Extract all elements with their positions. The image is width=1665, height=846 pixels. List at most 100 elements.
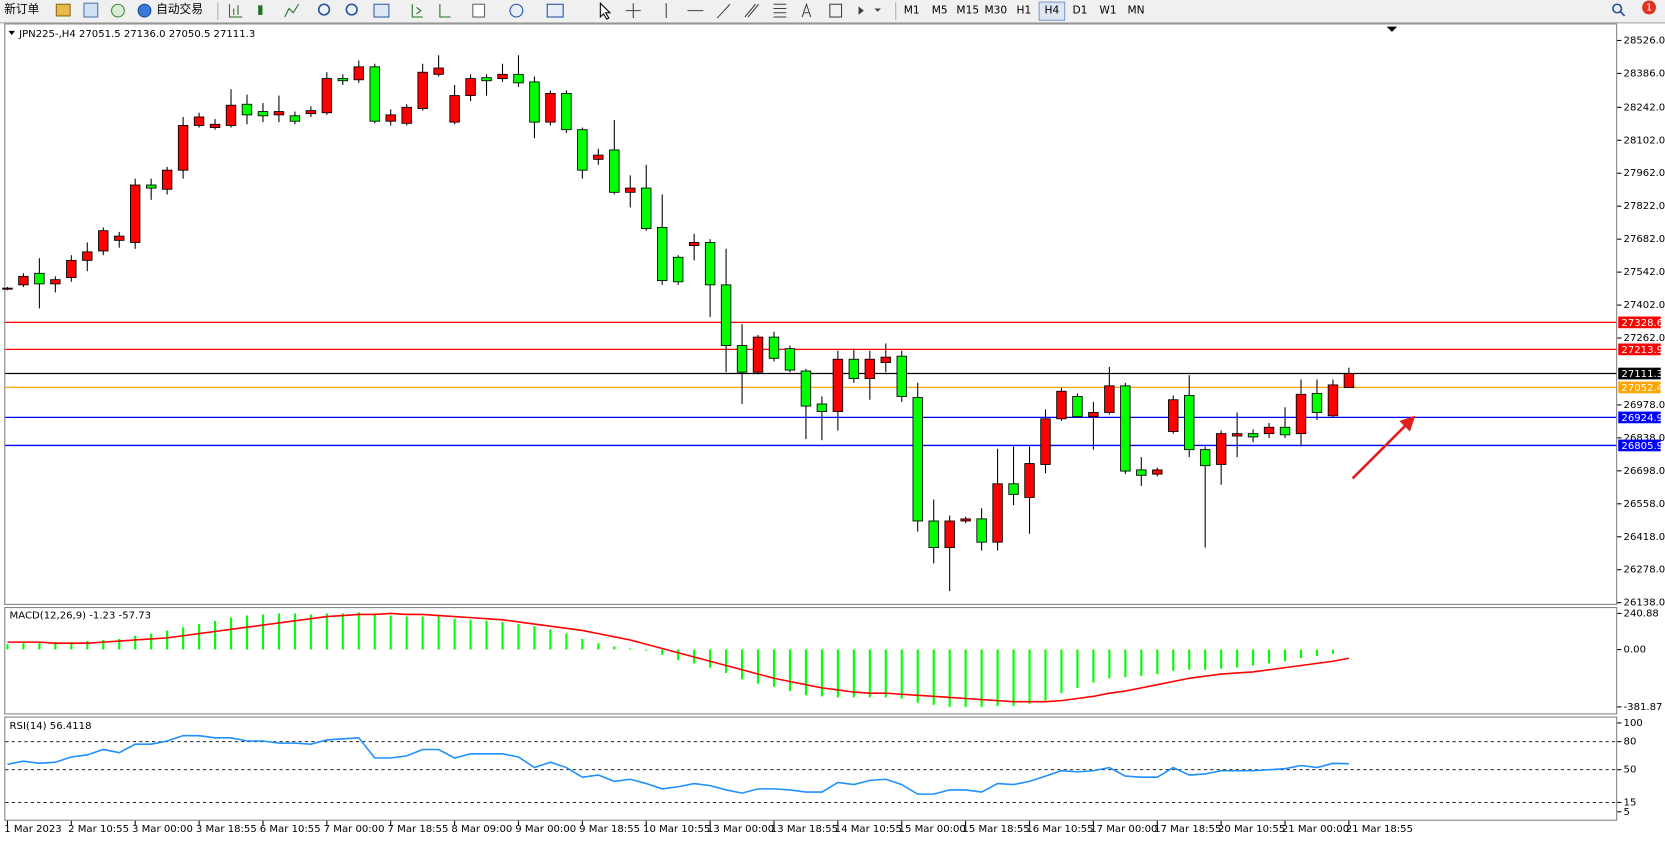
price-level-label: 27213.9 [1621, 345, 1663, 356]
candle-body [912, 397, 923, 522]
zoom-out-button[interactable] [345, 3, 358, 16]
icon-button[interactable] [111, 3, 125, 18]
annotation-arrow [1351, 422, 1409, 480]
y-tick-label: 27822.0 [1624, 201, 1665, 212]
candle-body [976, 518, 987, 543]
x-tick-label: 10 Mar 10:55 [643, 824, 710, 835]
candle-body [641, 187, 652, 229]
x-tick-label: 3 Mar 00:00 [132, 824, 193, 835]
candle-body [497, 73, 508, 80]
candle-body [209, 123, 221, 128]
indicators-button[interactable] [472, 3, 486, 18]
shift-button[interactable] [439, 4, 451, 18]
candle-chart-button[interactable] [258, 5, 263, 15]
y-tick-label: 26138.0 [1624, 598, 1665, 609]
candle-body [688, 242, 700, 246]
timeframe-button[interactable]: H4 [1045, 4, 1060, 17]
price-level-label-bg [1618, 439, 1661, 452]
macd-title: MACD(12,26,9) -1.23 -57.73 [10, 611, 151, 622]
price-level-label-bg [1618, 367, 1661, 380]
candle-body [50, 279, 61, 285]
price-level-label: 27052.4 [1621, 383, 1663, 394]
candle-body [98, 230, 109, 252]
rsi-line [7, 734, 1349, 795]
y-tick-label: -381.87 [1624, 702, 1663, 713]
candle-body [1263, 426, 1275, 435]
price-level-label-bg [1618, 411, 1661, 424]
candle-body [848, 358, 860, 379]
candle-body [992, 483, 1003, 543]
x-tick-label: 15 Mar 00:00 [899, 824, 966, 835]
x-tick-label: 2 Mar 10:55 [68, 824, 129, 835]
x-tick-label: 14 Mar 10:55 [835, 824, 902, 835]
timeframe-button[interactable]: M30 [984, 4, 1007, 17]
y-tick-label: 100 [1624, 718, 1643, 729]
templates-button[interactable] [546, 3, 564, 18]
zoom-in-button[interactable] [317, 3, 331, 16]
candle-body [672, 256, 684, 283]
scroll-button[interactable] [411, 4, 423, 18]
x-tick-label: 7 Mar 00:00 [324, 824, 385, 835]
y-tick-label: 26838.0 [1624, 433, 1665, 444]
candle-body [1168, 399, 1179, 432]
candle-body [545, 93, 556, 123]
text-button[interactable] [801, 2, 812, 18]
search-button[interactable] [1612, 3, 1623, 14]
candle-body [289, 115, 301, 122]
chart-shift-marker [1386, 26, 1398, 32]
candle-body [896, 355, 907, 397]
x-tick-label: 9 Mar 18:55 [579, 824, 640, 835]
candle-body [1056, 390, 1067, 420]
candle-body [752, 336, 764, 373]
timeframe-button[interactable]: M15 [956, 4, 979, 17]
candle-body [193, 116, 205, 126]
candle-body [129, 184, 141, 243]
fibonacci-button[interactable] [773, 3, 787, 18]
candle-body [816, 403, 828, 412]
candle-body [577, 129, 588, 171]
channel-button[interactable] [744, 3, 760, 18]
timeframe-button[interactable]: M1 [904, 4, 920, 17]
chart-title: JPN225-,H4 27051.5 27136.0 27050.5 27111… [18, 29, 255, 40]
candle-body [353, 66, 364, 81]
line-chart-button[interactable] [284, 3, 300, 18]
timeframe-button[interactable]: M5 [932, 4, 948, 17]
candle-body [800, 370, 812, 407]
candle-body [2, 287, 13, 290]
candle-body [1008, 483, 1019, 495]
candle-body [321, 78, 333, 114]
label-button[interactable] [829, 3, 843, 18]
auto-trading-icon[interactable] [137, 3, 152, 18]
crosshair-button[interactable] [625, 3, 641, 19]
cursor-button[interactable] [599, 1, 612, 20]
candle-body [561, 93, 572, 131]
auto-trading-button[interactable]: 自动交易 [156, 2, 203, 16]
notification-badge[interactable] [1642, 0, 1656, 15]
candle-body [145, 184, 157, 189]
x-tick-label: 3 Mar 18:55 [196, 824, 257, 835]
y-tick-label: 26418.0 [1624, 532, 1665, 543]
candle-body [82, 251, 93, 261]
price-level-label: 26805.9 [1621, 441, 1663, 452]
bar-chart-button[interactable] [228, 4, 243, 18]
candle-body [449, 95, 460, 123]
new-order-button[interactable]: 新订单 [4, 2, 39, 16]
candle-body [593, 154, 604, 160]
candle-body [34, 272, 45, 285]
tile-button[interactable] [373, 3, 390, 18]
trendline-button[interactable] [716, 3, 731, 19]
timeframe-button[interactable]: W1 [1099, 4, 1116, 17]
timeframe-button[interactable]: MN [1128, 4, 1145, 17]
x-tick-label: 17 Mar 00:00 [1090, 824, 1157, 835]
timeframe-button[interactable]: D1 [1073, 4, 1088, 17]
icon-button[interactable] [55, 3, 71, 17]
arrows-button[interactable] [858, 6, 881, 15]
timeframe-button[interactable]: H1 [1016, 4, 1031, 17]
periods-button[interactable] [509, 3, 524, 18]
y-tick-label: 28526.0 [1624, 35, 1665, 46]
y-tick-label: 28102.0 [1624, 135, 1665, 146]
icon-button[interactable] [83, 2, 99, 18]
candle-body [1136, 469, 1147, 476]
notification-count: 1 [1646, 2, 1652, 13]
